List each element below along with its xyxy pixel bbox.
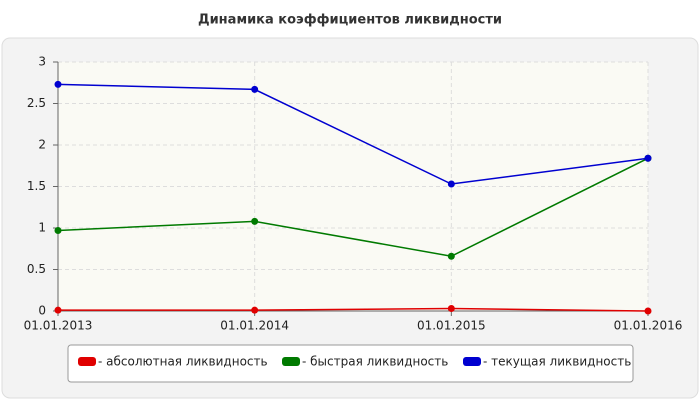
- data-point: [644, 307, 652, 315]
- data-point: [447, 252, 455, 260]
- y-tick-label: 3: [38, 55, 46, 69]
- legend-swatch: [282, 357, 300, 366]
- legend-label: - текущая ликвидность: [483, 355, 631, 369]
- data-point: [251, 85, 259, 93]
- x-tick-label: 01.01.2013: [24, 319, 93, 333]
- y-tick-label: 2: [38, 138, 46, 152]
- x-tick-label: 01.01.2015: [417, 319, 486, 333]
- legend-box: [67, 344, 634, 383]
- series-line: [58, 307, 649, 312]
- y-tick-label: 1.5: [27, 179, 46, 193]
- legend-label: - абсолютная ликвидность: [98, 355, 268, 369]
- legend-swatch: [463, 357, 481, 366]
- y-tick-label: 1: [38, 221, 46, 235]
- data-point: [644, 154, 652, 162]
- data-point: [447, 180, 455, 188]
- series-line: [57, 83, 649, 185]
- x-tick-label: 01.01.2014: [220, 319, 289, 333]
- data-point: [447, 305, 455, 313]
- data-point: [54, 306, 62, 314]
- y-tick-label: 0: [38, 304, 46, 318]
- legend-swatch: [78, 357, 96, 366]
- data-point: [251, 217, 259, 225]
- chart-title: Динамика коэффициентов ликвидности: [198, 13, 502, 28]
- series-line: [57, 157, 649, 258]
- legend-label: - быстрая ликвидность: [302, 355, 448, 369]
- data-point: [251, 306, 259, 314]
- data-point: [54, 226, 62, 234]
- data-point: [54, 80, 62, 88]
- x-tick-label: 01.01.2016: [614, 319, 683, 333]
- y-tick-label: 2.5: [27, 96, 46, 110]
- y-tick-label: 0.5: [27, 262, 46, 276]
